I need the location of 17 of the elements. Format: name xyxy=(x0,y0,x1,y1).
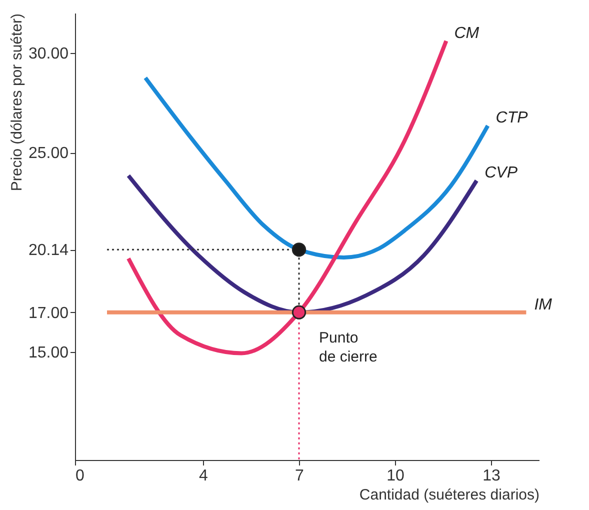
y-axis-title: Precio (dólares por suéter) xyxy=(8,14,26,192)
series-label: CVP xyxy=(484,164,518,182)
x-tick-label: 7 xyxy=(295,468,304,484)
y-tick-label: 25.00 xyxy=(28,145,69,162)
series-label: CTP xyxy=(496,110,528,127)
x-axis-title: Cantidad (suéteres diarios) xyxy=(359,486,540,504)
y-tick-label: 20.14 xyxy=(28,242,69,260)
x-tick-label: 4 xyxy=(199,468,208,484)
y-tick-label: 30.00 xyxy=(28,45,69,62)
x-tick-label: 13 xyxy=(482,468,500,484)
x-tick-label: 0 xyxy=(76,468,84,484)
annotation: Punto de cierre xyxy=(319,329,378,366)
x-tick-label: 10 xyxy=(386,468,404,484)
y-tick-label: 15.00 xyxy=(28,344,69,362)
series-label: IM xyxy=(534,296,553,314)
y-tick-label: 17.00 xyxy=(28,304,69,322)
series-label: CM xyxy=(454,24,480,42)
